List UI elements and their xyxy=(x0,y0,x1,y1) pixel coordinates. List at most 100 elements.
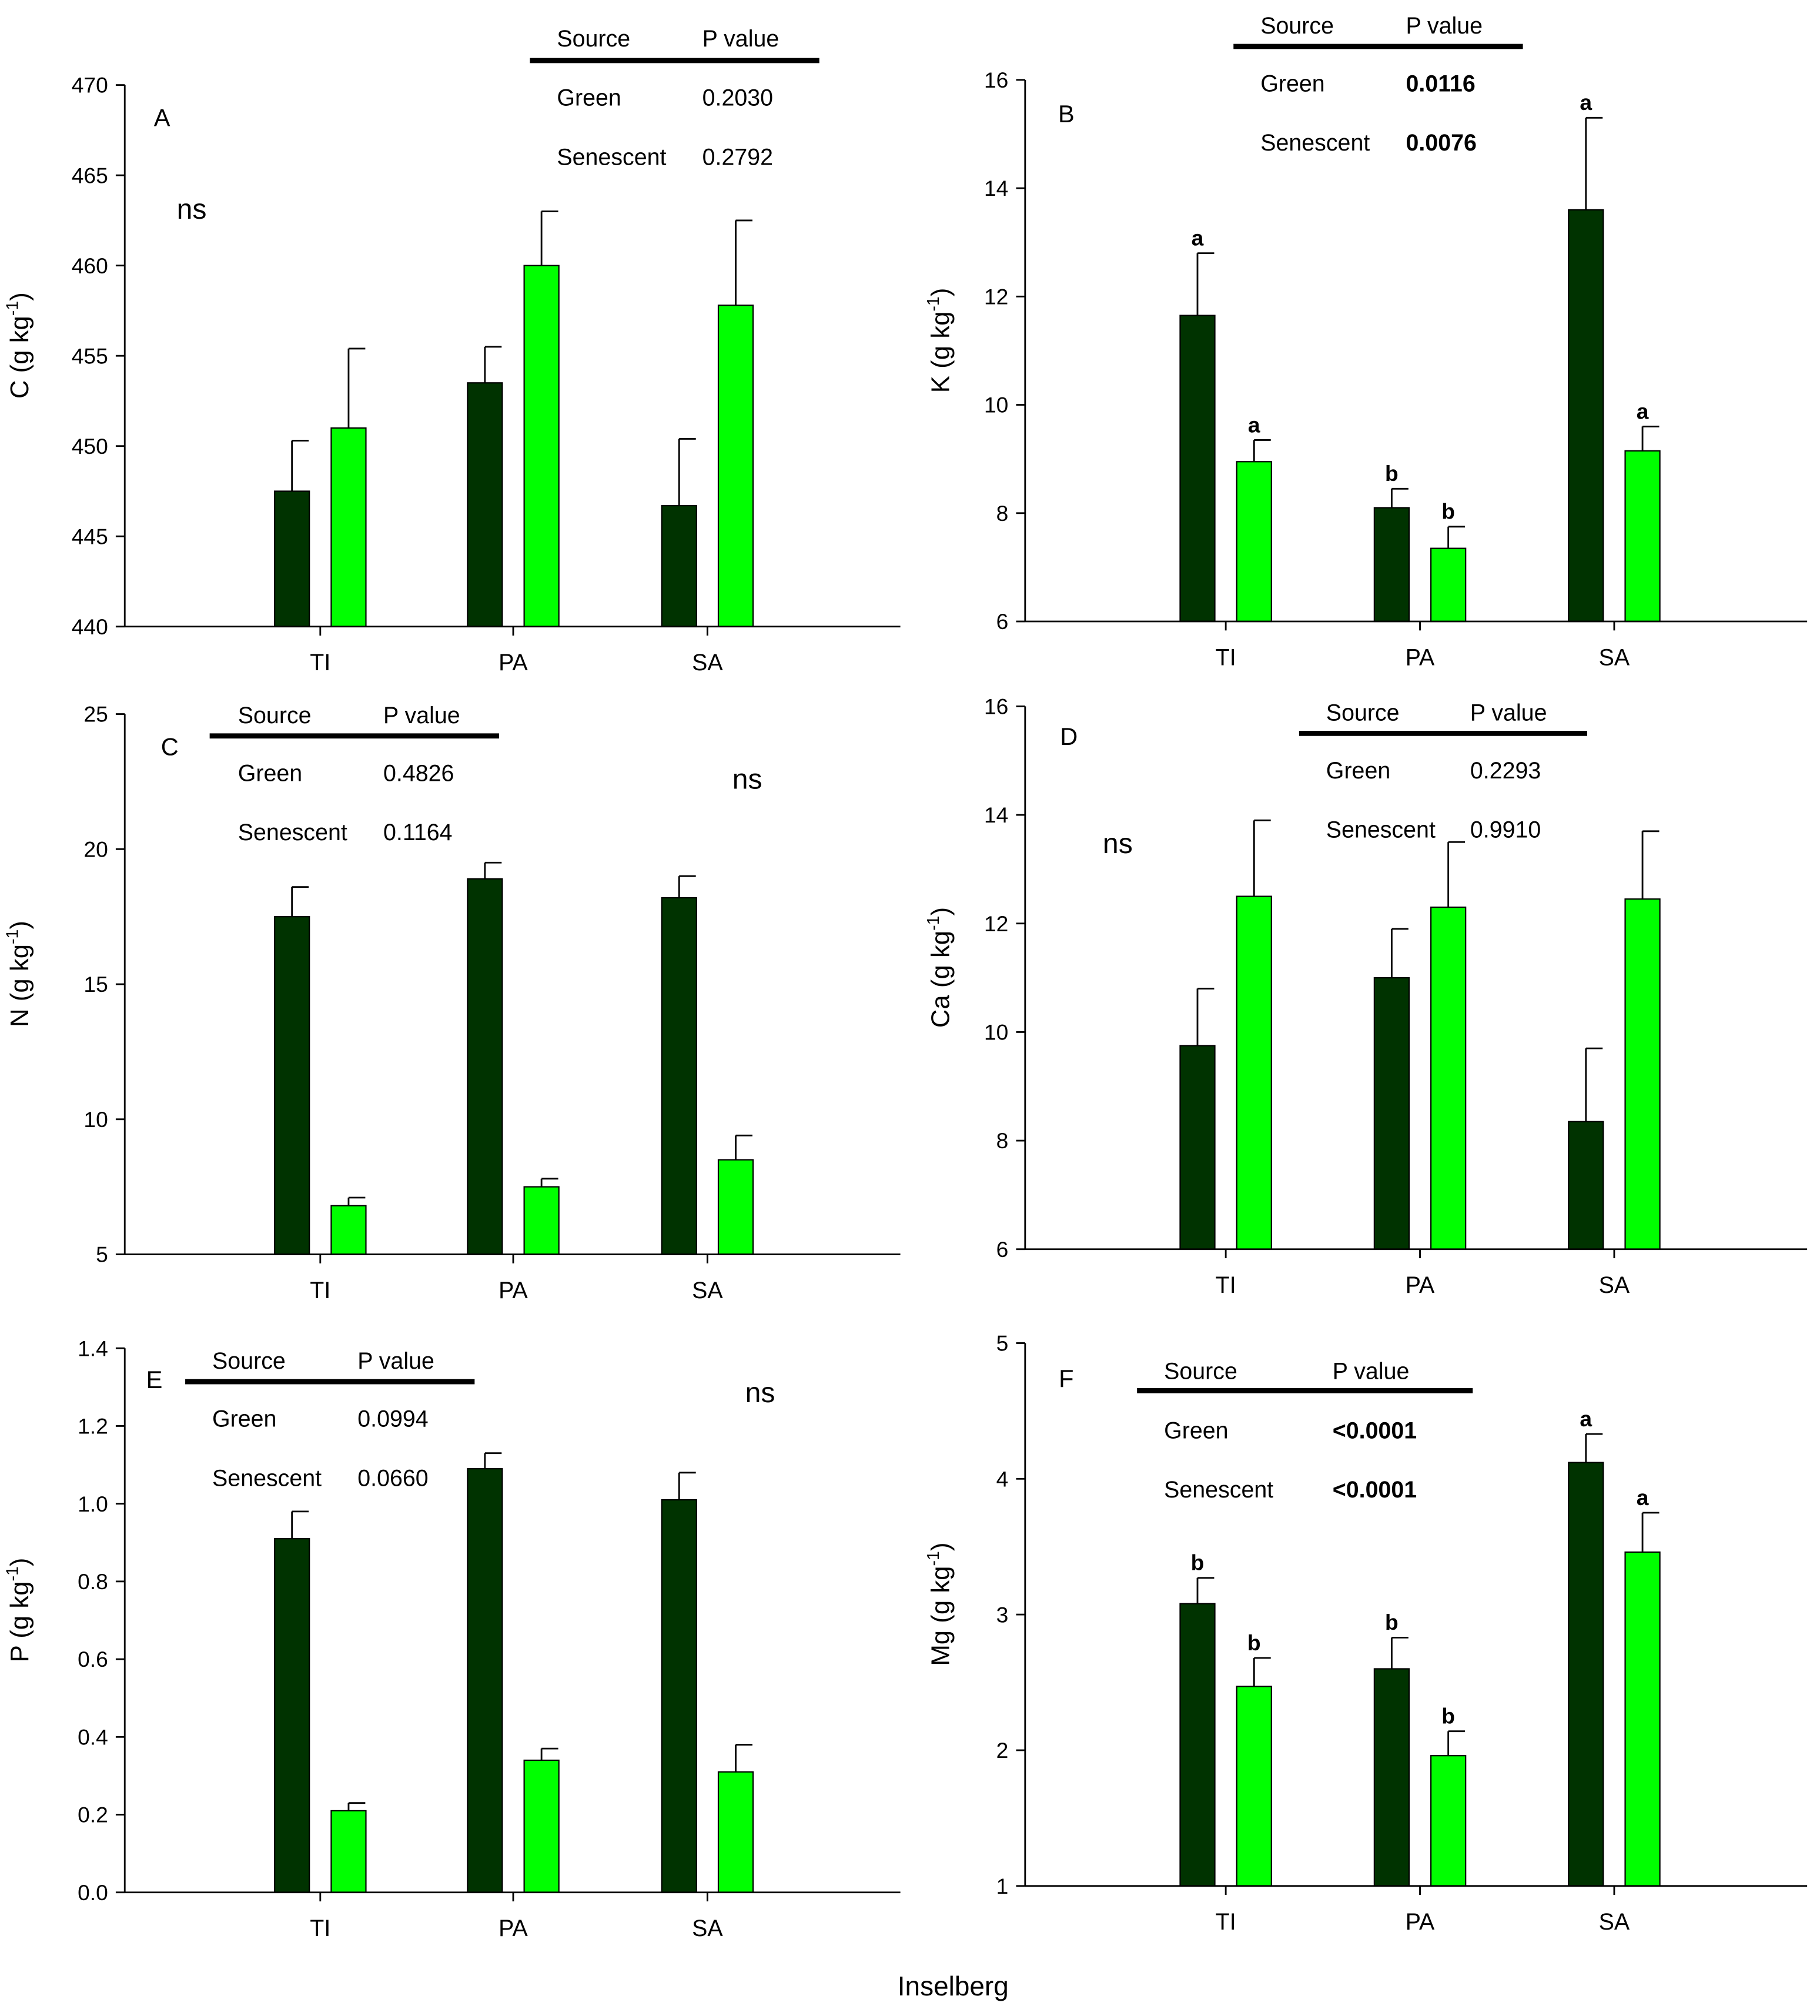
x-tick-label: SA xyxy=(1599,1272,1630,1298)
table-header-source: Source xyxy=(1260,13,1334,39)
y-tick-label: 440 xyxy=(72,614,108,639)
y-tick-label: 450 xyxy=(72,434,108,459)
bar-senescent-TI xyxy=(1236,895,1272,1250)
x-tick-label: TI xyxy=(310,1915,330,1941)
table-pvalue: 0.0116 xyxy=(1406,71,1475,97)
bar-green-PA xyxy=(1373,1668,1410,1887)
y-tick-label: 14 xyxy=(984,803,1008,827)
table-pvalue: 0.0076 xyxy=(1406,130,1476,156)
y-tick-label: 16 xyxy=(984,68,1008,92)
y-tick-label: 0.2 xyxy=(78,1803,108,1827)
table-source: Senescent xyxy=(1260,130,1370,156)
bar-senescent-TI xyxy=(330,427,367,627)
table-source: Senescent xyxy=(1164,1477,1273,1503)
y-tick-label: 12 xyxy=(984,911,1008,936)
table-pvalue: <0.0001 xyxy=(1333,1417,1417,1443)
y-axis-label: P (g kg-1) xyxy=(4,1558,35,1663)
panel-label: D xyxy=(1060,723,1078,750)
table-pvalue: 0.0994 xyxy=(357,1406,428,1432)
bar-senescent-PA xyxy=(1430,1755,1467,1887)
panel-label: F xyxy=(1059,1365,1073,1392)
y-tick-label: 3 xyxy=(996,1602,1009,1627)
ns-annotation: ns xyxy=(177,193,207,225)
significance-letter: a xyxy=(1580,1406,1592,1431)
table-source: Senescent xyxy=(212,1465,322,1491)
table-pvalue: 0.4826 xyxy=(383,760,454,786)
panel-label: E xyxy=(146,1366,163,1393)
bar-senescent-SA xyxy=(717,1159,754,1255)
bar-senescent-TI xyxy=(330,1205,367,1255)
y-tick-label: 12 xyxy=(984,284,1008,309)
x-tick-label: TI xyxy=(310,650,330,676)
y-tick-label: 6 xyxy=(996,1237,1009,1262)
x-tick-label: TI xyxy=(1216,644,1236,670)
ns-annotation: ns xyxy=(732,763,762,795)
panel-label: A xyxy=(154,104,170,132)
x-axis-label: Inselberg xyxy=(898,1971,1009,2001)
table-pvalue: 0.1164 xyxy=(383,820,453,845)
table-source: Green xyxy=(1326,758,1390,784)
bar-senescent-SA xyxy=(717,1771,754,1893)
y-tick-label: 8 xyxy=(996,501,1009,526)
table-source: Green xyxy=(238,760,302,786)
x-tick-label: TI xyxy=(310,1278,330,1303)
significance-letter: a xyxy=(1637,1485,1649,1510)
x-tick-label: PA xyxy=(499,650,528,676)
y-tick-label: 455 xyxy=(72,343,108,368)
x-tick-label: PA xyxy=(499,1278,528,1303)
table-header-pvalue: P value xyxy=(383,703,460,728)
y-tick-label: 460 xyxy=(72,253,108,278)
y-tick-label: 0.0 xyxy=(78,1880,108,1905)
bar-senescent-TI xyxy=(1236,461,1272,623)
table-header-pvalue: P value xyxy=(1470,700,1547,726)
y-axis-label: N (g kg-1) xyxy=(4,921,35,1027)
y-tick-label: 2 xyxy=(996,1738,1009,1763)
panel-label: C xyxy=(161,733,179,761)
table-pvalue: 0.0660 xyxy=(357,1465,428,1491)
significance-letter: b xyxy=(1441,499,1455,524)
table-source: Green xyxy=(1260,71,1324,97)
x-tick-label: SA xyxy=(692,650,723,676)
bar-green-SA xyxy=(661,1499,697,1893)
table-header-source: Source xyxy=(1164,1359,1237,1385)
table-header-source: Source xyxy=(557,26,630,52)
bar-green-TI xyxy=(1179,1603,1216,1887)
bar-green-PA xyxy=(1373,977,1410,1250)
y-tick-label: 1 xyxy=(996,1874,1009,1898)
y-tick-label: 14 xyxy=(984,176,1008,200)
bar-green-PA xyxy=(467,1468,503,1893)
bar-green-TI xyxy=(1179,315,1216,623)
table-pvalue: 0.2030 xyxy=(702,85,773,111)
y-axis-label: Mg (g kg-1) xyxy=(924,1543,955,1666)
y-tick-label: 1.0 xyxy=(78,1492,108,1516)
bar-green-TI xyxy=(274,916,310,1255)
y-tick-label: 10 xyxy=(984,1020,1008,1045)
bar-green-PA xyxy=(467,382,503,627)
significance-letter: b xyxy=(1385,461,1399,486)
x-tick-label: SA xyxy=(692,1915,723,1941)
y-tick-label: 10 xyxy=(83,1107,108,1132)
y-axis-label: C (g kg-1) xyxy=(4,292,35,399)
significance-letter: b xyxy=(1191,1550,1205,1575)
ns-annotation: ns xyxy=(1103,828,1133,860)
y-tick-label: 5 xyxy=(996,1331,1009,1356)
bar-senescent-PA xyxy=(523,1186,560,1255)
table-header-pvalue: P value xyxy=(357,1348,434,1374)
significance-letter: b xyxy=(1247,1630,1261,1655)
significance-letter: b xyxy=(1441,1704,1455,1729)
bar-senescent-PA xyxy=(1430,547,1467,623)
bar-green-PA xyxy=(467,878,503,1255)
y-tick-label: 25 xyxy=(83,702,108,727)
y-tick-label: 0.8 xyxy=(78,1569,108,1594)
y-tick-label: 0.4 xyxy=(78,1724,108,1749)
bar-senescent-TI xyxy=(1236,1686,1272,1887)
table-pvalue: 0.9910 xyxy=(1470,817,1541,843)
y-axis-label: K (g kg-1) xyxy=(924,288,955,393)
y-tick-label: 5 xyxy=(96,1242,108,1267)
bar-green-SA xyxy=(661,504,697,627)
table-pvalue: 0.2792 xyxy=(702,144,773,170)
y-tick-label: 6 xyxy=(996,609,1009,634)
y-tick-label: 1.4 xyxy=(78,1336,108,1360)
bar-green-SA xyxy=(1568,209,1604,623)
y-tick-label: 470 xyxy=(72,73,108,98)
